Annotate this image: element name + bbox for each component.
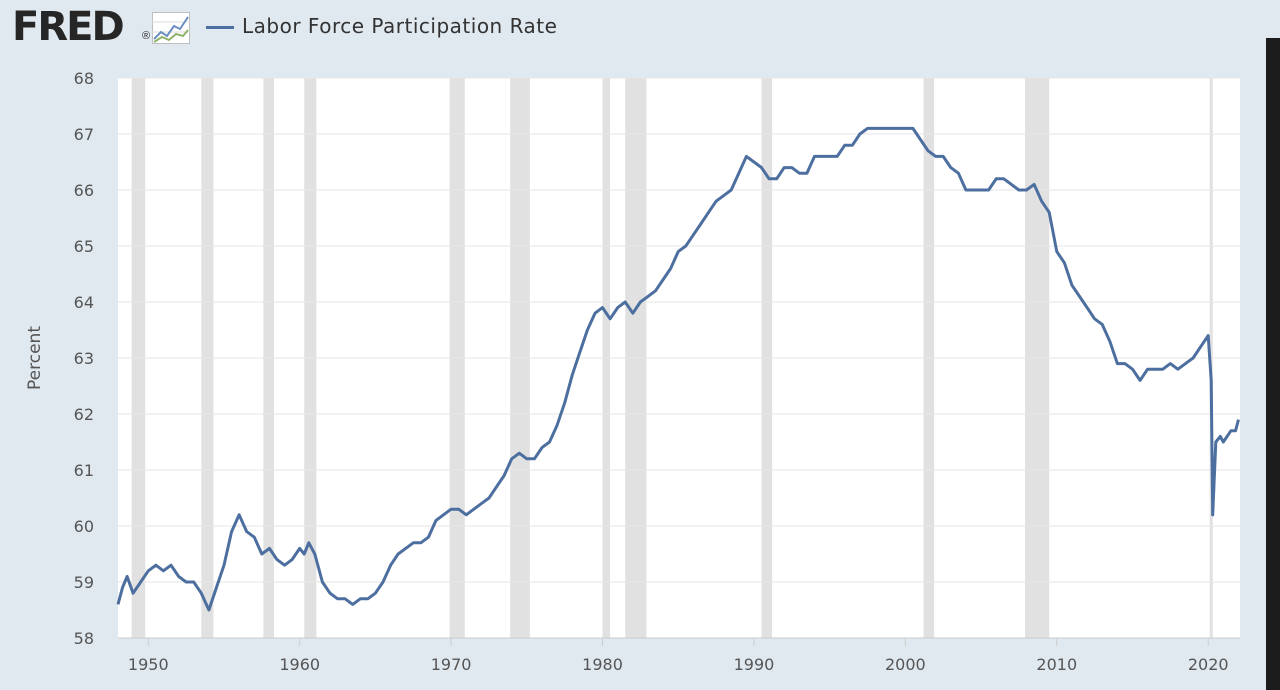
- x-tick-label: 2020: [1188, 655, 1229, 674]
- x-axis-ticks: 1950 1960 1970 1980 1990 2000 2010 2020: [118, 637, 1240, 674]
- x-tick-label: 1990: [734, 655, 775, 674]
- line-chart-icon: [152, 12, 190, 44]
- series-layer: [116, 126, 1240, 612]
- y-tick-label: 66: [74, 181, 94, 200]
- y-tick-label: 60: [74, 517, 94, 536]
- legend-label[interactable]: Labor Force Participation Rate: [242, 14, 558, 38]
- y-tick-label: 61: [74, 461, 94, 480]
- x-tick-label: 2000: [885, 655, 926, 674]
- chart-header: FRED ® Labor Force Participation Rate: [0, 0, 1280, 60]
- registered-mark: ®: [142, 30, 151, 42]
- y-tick-label: 68: [74, 69, 94, 88]
- y-axis-title: Percent: [25, 326, 45, 390]
- y-tick-label: 67: [74, 125, 94, 144]
- x-tick-label: 1950: [128, 655, 169, 674]
- legend-swatch: [206, 26, 234, 29]
- y-tick-label: 58: [74, 629, 94, 648]
- fred-logo[interactable]: FRED: [12, 4, 125, 50]
- y-tick-label: 59: [74, 573, 94, 592]
- x-tick-label: 1970: [431, 655, 472, 674]
- x-tick-label: 2010: [1036, 655, 1077, 674]
- y-axis-ticks: 58 59 60 61 62 63 64 65 66 67 68: [74, 69, 94, 648]
- x-tick-label: 1960: [279, 655, 320, 674]
- window-edge: [1266, 38, 1280, 690]
- series-line: [116, 126, 1240, 612]
- y-tick-label: 65: [74, 237, 94, 256]
- x-tick-label: 1980: [582, 655, 623, 674]
- y-tick-label: 62: [74, 405, 94, 424]
- y-tick-label: 64: [74, 293, 94, 312]
- y-tick-label: 63: [74, 349, 94, 368]
